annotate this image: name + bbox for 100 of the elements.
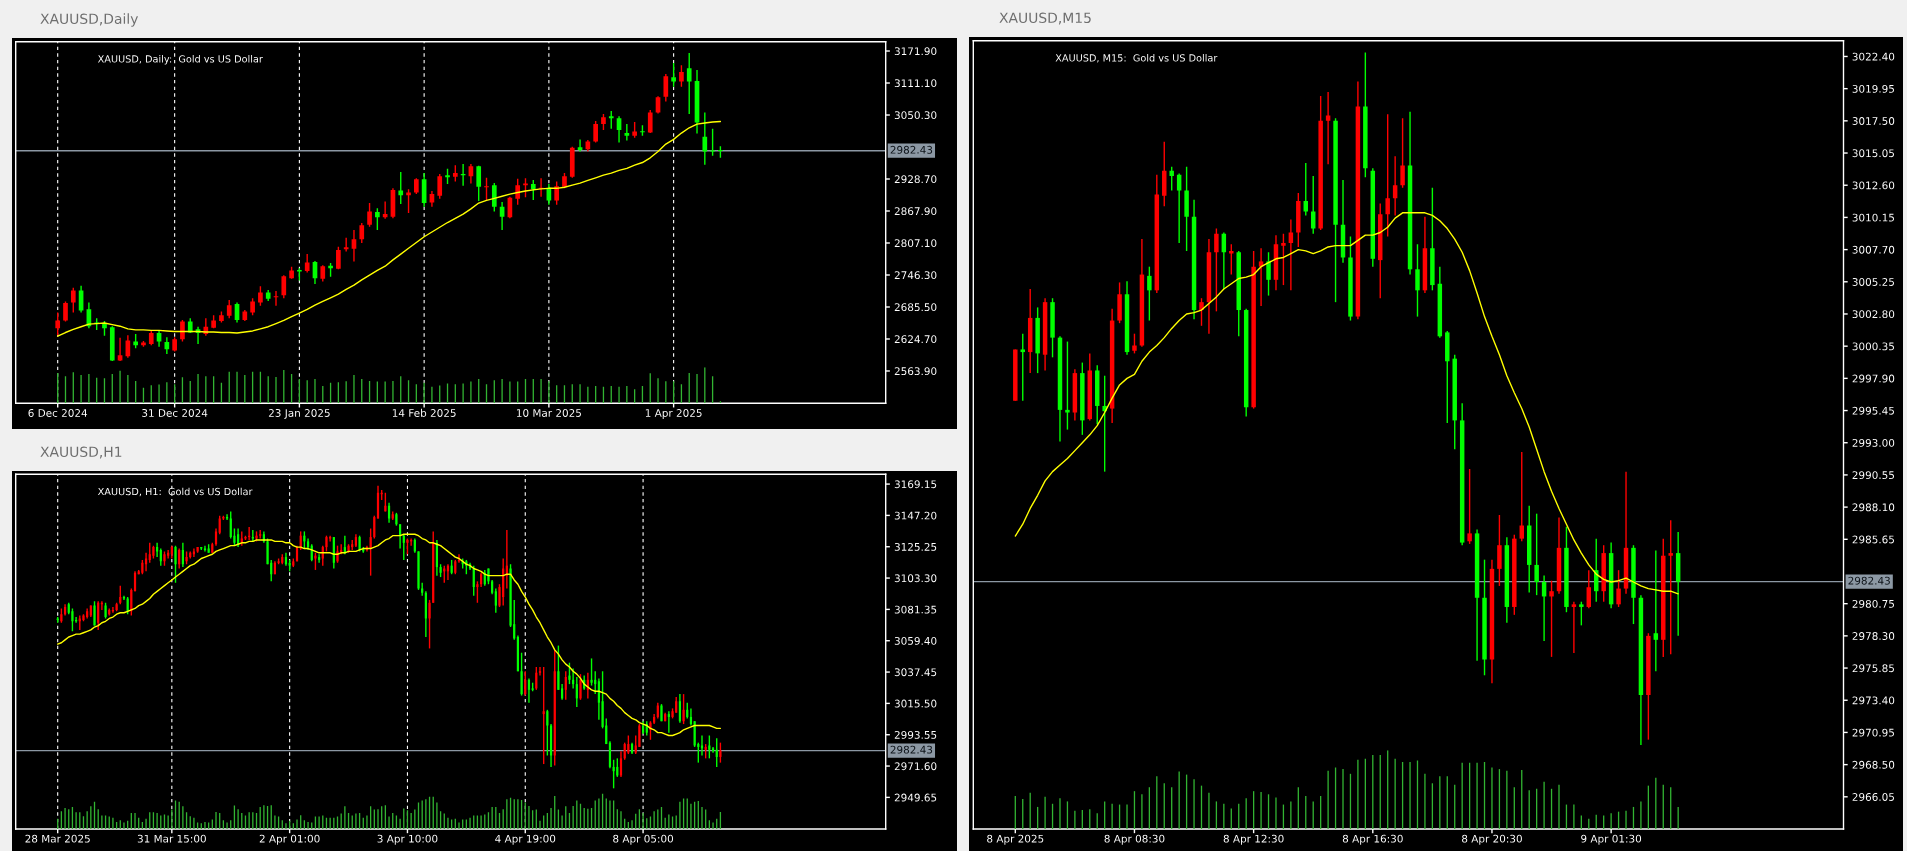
x-tick-label: 23 Jan 2025 (268, 409, 330, 419)
y-tick-label: 2867.90 (894, 207, 937, 216)
candlestick (624, 123, 630, 142)
x-tick-label: 1 Apr 2025 (645, 409, 702, 419)
candlestick (281, 274, 287, 300)
candlestick (185, 550, 188, 565)
candlestick (148, 542, 151, 564)
candlestick (141, 559, 144, 575)
candlestick (1310, 175, 1316, 235)
candlestick (1497, 514, 1502, 587)
y-tick-label: 3111.10 (894, 79, 937, 88)
candlestick (304, 253, 310, 274)
candlestick (1132, 332, 1137, 355)
candlestick (542, 666, 545, 765)
candlestick (554, 180, 560, 206)
candlestick (710, 128, 715, 157)
y-tick-label: 2685.50 (894, 303, 937, 312)
candlestick (1169, 166, 1174, 192)
candlestick (359, 222, 365, 244)
y-tick-label: 3002.80 (1852, 310, 1895, 319)
y-tick-label: 2988.10 (1852, 503, 1895, 512)
candlestick (686, 52, 692, 115)
candlestick (1214, 227, 1219, 313)
y-tick-label: 2993.00 (1852, 438, 1895, 447)
candlestick (568, 662, 571, 685)
candlestick (167, 549, 170, 560)
text: XAUUSD, M15: Gold vs US Dollar (1055, 54, 1218, 63)
candlestick (347, 543, 350, 554)
candlestick (527, 677, 531, 704)
x-tick-label: 10 Mar 2025 (517, 409, 581, 417)
candlestick (1586, 569, 1592, 609)
candlestick (538, 666, 542, 677)
y-tick-label: 2968.50 (1852, 760, 1895, 769)
y-tick-label: 2624.70 (894, 335, 937, 344)
y-tick-label: 2978.30 (1852, 632, 1895, 640)
y-tick-label: 2746.30 (894, 271, 937, 280)
candlestick (593, 120, 598, 144)
y-tick-label: 3012.60 (1852, 181, 1895, 190)
y-tick-label: 3081.35 (894, 605, 937, 614)
candlestick (1065, 340, 1070, 431)
candlestick (358, 534, 361, 553)
candlestick (336, 544, 339, 564)
candlestick (314, 552, 317, 571)
candlestick (277, 557, 280, 565)
y-tick-label: 3010.15 (1852, 213, 1894, 222)
candlestick (180, 319, 185, 343)
y-tick-label: 2973.40 (1852, 696, 1895, 705)
y-tick-label: 3005.25 (1852, 278, 1894, 286)
candlestick (667, 710, 670, 734)
candlestick (93, 600, 96, 627)
candlestick (226, 299, 232, 320)
candlestick (97, 600, 100, 631)
ref-line-label: 2982.43 (1848, 576, 1890, 585)
candlestick (476, 164, 482, 202)
y-tick-label: 3017.50 (1852, 117, 1895, 125)
candlestick (484, 177, 489, 201)
y-tick-label: 3169.15 (894, 480, 937, 489)
candlestick (671, 62, 676, 88)
line-series (57, 120, 722, 337)
x-tick-label: 4 Apr 19:00 (495, 834, 556, 845)
x-tick-label: 28 Mar 2025 (25, 834, 90, 843)
candlestick (1199, 297, 1204, 327)
candlestick (702, 111, 708, 166)
candlestick (1147, 265, 1152, 322)
candlestick (1549, 579, 1554, 658)
x-tick-label: 8 Apr 08:30 (1104, 834, 1165, 845)
y-tick-label: 2990.55 (1852, 471, 1894, 480)
candlestick (251, 529, 254, 543)
y-tick-label: 2970.95 (1852, 728, 1894, 737)
candlestick (1020, 332, 1025, 402)
candlestick (55, 311, 61, 336)
y-tick-label: 3000.35 (1852, 342, 1894, 351)
candlestick (1400, 117, 1405, 189)
candlestick (530, 179, 536, 201)
x-tick-label: 31 Mar 15:00 (137, 834, 206, 843)
y-tick-label: 3037.45 (894, 668, 937, 677)
x-tick-label: 8 Apr 20:30 (1462, 834, 1522, 845)
candlestick (375, 207, 380, 231)
candlestick (225, 513, 229, 521)
candlestick (292, 557, 295, 568)
x-tick-label: 3 Apr 10:00 (377, 834, 438, 845)
y-tick-label: 2975.85 (1852, 664, 1894, 673)
candlestick (1281, 233, 1286, 286)
candlestick (367, 202, 372, 228)
candlestick (1534, 512, 1539, 596)
y-tick-label: 3103.30 (894, 574, 937, 583)
candlestick (211, 542, 214, 554)
candlestick (520, 652, 523, 697)
x-tick-label: 8 Apr 16:30 (1342, 834, 1403, 845)
y-tick-label: 3007.70 (1852, 245, 1895, 254)
candlestick (708, 734, 711, 760)
chart-title: XAUUSD,M15 (999, 12, 1091, 25)
candlestick (546, 709, 549, 757)
candlestick (343, 237, 349, 253)
candlestick (590, 657, 593, 687)
y-tick-label: 2966.05 (1852, 793, 1894, 801)
y-tick-label: 3147.20 (894, 511, 937, 520)
x-tick-label: 8 Apr 05:00 (613, 834, 674, 845)
text: XAUUSD, Daily: Gold vs US Dollar (97, 55, 263, 65)
candlestick (288, 559, 291, 573)
